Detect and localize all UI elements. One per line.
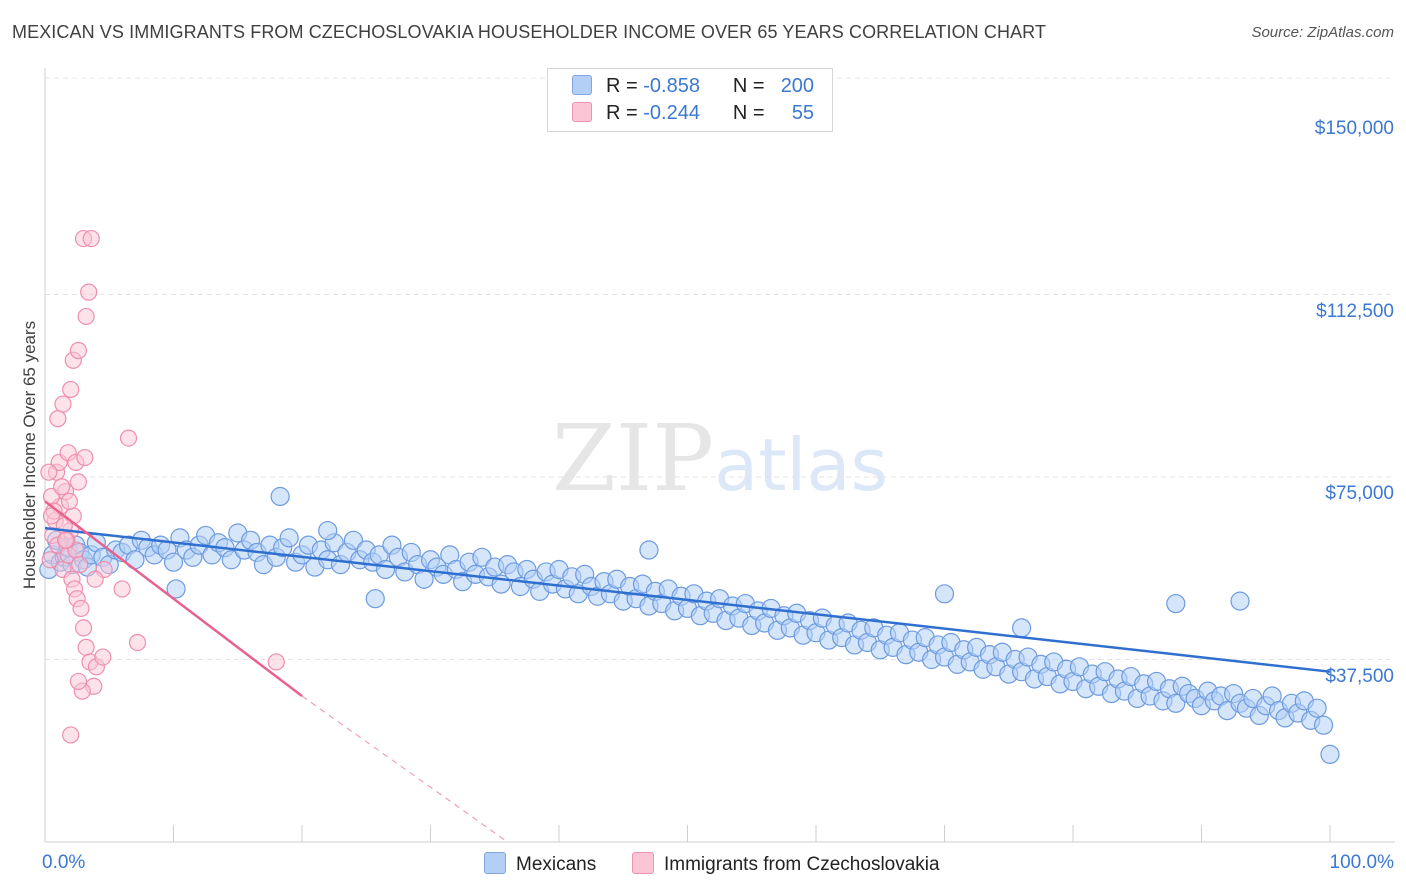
czech-point xyxy=(119,429,138,447)
czech-point xyxy=(53,478,71,496)
czech-point xyxy=(62,726,80,744)
chart-title: MEXICAN VS IMMIGRANTS FROM CZECHOSLOVAKI… xyxy=(12,22,1047,42)
x-tick-min: 0.0% xyxy=(42,852,86,873)
czech-point xyxy=(82,229,100,248)
czech-point xyxy=(69,672,88,691)
czech-point xyxy=(60,492,79,510)
mexicans-point xyxy=(1313,715,1334,735)
legend-n-label: N = xyxy=(732,75,765,97)
mexicans-point xyxy=(1166,693,1186,713)
czech-point xyxy=(42,507,61,525)
czech-legend-swatch xyxy=(632,852,654,874)
czech-point xyxy=(113,580,131,598)
mexicans-point xyxy=(343,530,363,550)
legend-r-label: R = xyxy=(606,75,638,97)
y-tick-label: $150,000 xyxy=(1314,118,1394,140)
y-tick-label: $112,500 xyxy=(1316,300,1394,322)
mexicans-point xyxy=(163,552,184,572)
mexicans-point xyxy=(270,486,290,507)
mexicans-point xyxy=(1320,744,1340,765)
mexicans-point xyxy=(1230,591,1250,611)
legend-r-value-czech: -0.244 xyxy=(643,102,700,124)
mexicans-point xyxy=(318,520,338,541)
czech-point xyxy=(54,395,72,413)
czech-point xyxy=(77,307,95,326)
czech-point xyxy=(41,551,59,569)
czech-point xyxy=(69,341,88,360)
czech-point xyxy=(71,556,89,574)
mexicans-trend-line xyxy=(44,526,1331,673)
mexicans-legend-swatch xyxy=(484,852,506,874)
mexicans-point xyxy=(279,528,299,548)
czech-trend-extension xyxy=(301,695,508,843)
legend-r-value-mexicans: -0.858 xyxy=(643,75,700,97)
watermark: ZIPatlas xyxy=(552,405,888,512)
y-tick-label: $75,000 xyxy=(1325,483,1394,505)
czech-trend-line xyxy=(44,500,303,698)
legend-item-czech: Immigrants from Czechoslovakia xyxy=(632,852,940,876)
mexicans-point xyxy=(934,584,955,604)
legend-label-mexicans: Mexicans xyxy=(516,854,597,875)
legend-n-label: N = xyxy=(732,102,765,124)
czech-point xyxy=(77,638,95,656)
mexicans-point xyxy=(1166,593,1186,614)
czech-point xyxy=(49,410,67,428)
source-label: Source: ZipAtlas.com xyxy=(1251,24,1394,41)
czech-point xyxy=(86,570,104,588)
legend-item-mexicans: Mexicans xyxy=(484,852,596,876)
mexicans-point xyxy=(221,550,241,570)
mexicans-swatch xyxy=(572,75,592,95)
legend-r-label: R = xyxy=(606,102,638,124)
czech-point xyxy=(267,653,285,671)
czech-point xyxy=(56,531,75,549)
y-tick-label: $37,500 xyxy=(1325,665,1394,687)
mexicans-point xyxy=(166,579,186,599)
legend-label-czech: Immigrants from Czechoslovakia xyxy=(664,854,940,875)
mexicans-point xyxy=(365,589,385,609)
czech-point xyxy=(62,380,80,399)
legend-row-mexicans: R = -0.858 N = 200 xyxy=(572,75,814,101)
correlation-legend: R = -0.858 N = 200 R = -0.244 N = 55 xyxy=(547,68,833,132)
czech-point xyxy=(76,448,94,467)
czech-point xyxy=(128,633,147,652)
czech-point xyxy=(80,283,98,301)
czech-point xyxy=(40,463,58,481)
legend-n-value-czech: 55 xyxy=(791,102,815,124)
czech-point xyxy=(72,599,90,618)
mexicans-point xyxy=(639,540,659,560)
mexicans-point xyxy=(472,547,492,567)
czech-point xyxy=(94,648,112,666)
legend-n-value-mexicans: 200 xyxy=(780,75,815,97)
mexicans-point xyxy=(1307,698,1327,718)
x-tick-max: 100.0% xyxy=(1329,852,1394,873)
czech-point xyxy=(74,619,93,637)
czech-point xyxy=(69,473,88,491)
czech-swatch xyxy=(572,102,592,122)
legend-row-czech: R = -0.244 N = 55 xyxy=(572,102,814,128)
mexicans-point xyxy=(1011,618,1032,638)
